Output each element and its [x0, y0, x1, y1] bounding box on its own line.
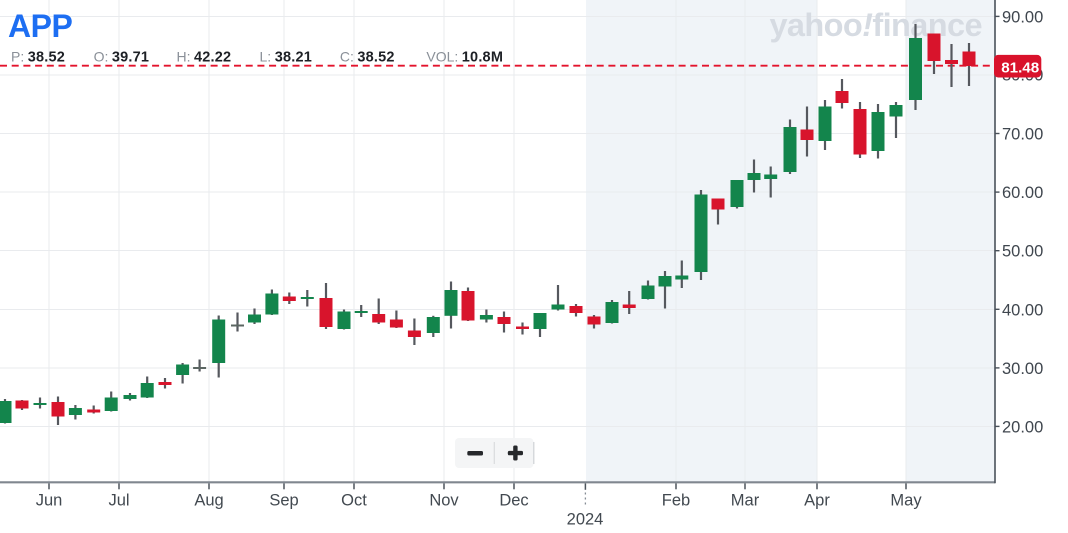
svg-text:70.00: 70.00: [1002, 126, 1043, 144]
svg-text:Feb: Feb: [662, 492, 690, 510]
svg-text:40.00: 40.00: [1002, 301, 1043, 319]
svg-text:50.00: 50.00: [1002, 243, 1043, 261]
svg-text:L:38.21: L: 38.21: [260, 49, 312, 66]
svg-text:Jun: Jun: [36, 492, 63, 510]
svg-text:H:42.22: H: 42.22: [177, 49, 232, 66]
svg-text:81.48: 81.48: [1001, 59, 1039, 76]
svg-text:20.00: 20.00: [1002, 418, 1043, 436]
svg-text:May: May: [890, 492, 922, 510]
svg-text:P:38.52: P: 38.52: [11, 49, 65, 66]
svg-text:Nov: Nov: [429, 492, 459, 510]
svg-text:2024: 2024: [567, 511, 604, 529]
svg-text:Aug: Aug: [194, 492, 223, 510]
svg-text:30.00: 30.00: [1002, 360, 1043, 378]
svg-text:90.00: 90.00: [1002, 8, 1043, 26]
svg-text:APP: APP: [8, 8, 72, 44]
svg-text:VOL:10.8M: VOL: 10.8M: [426, 49, 503, 66]
svg-text:Jul: Jul: [108, 492, 129, 510]
svg-text:60.00: 60.00: [1002, 184, 1043, 202]
svg-text:Sep: Sep: [269, 492, 298, 510]
svg-text:yahoo!finance: yahoo!finance: [769, 7, 982, 43]
svg-text:O:39.71: O: 39.71: [94, 49, 150, 66]
svg-text:Mar: Mar: [731, 492, 760, 510]
svg-text:Oct: Oct: [341, 492, 367, 510]
svg-text:C:38.52: C: 38.52: [340, 49, 395, 66]
svg-text:Dec: Dec: [499, 492, 528, 510]
svg-text:Apr: Apr: [804, 492, 830, 510]
